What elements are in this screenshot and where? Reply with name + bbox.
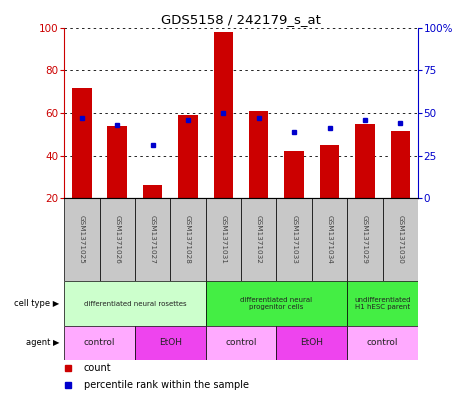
Bar bbox=[64, 326, 135, 360]
Bar bbox=[107, 126, 127, 198]
Bar bbox=[72, 88, 92, 198]
Bar bbox=[143, 185, 162, 198]
Bar bbox=[214, 32, 233, 198]
Text: EtOH: EtOH bbox=[159, 338, 182, 347]
Bar bbox=[383, 198, 418, 281]
Text: differentiated neural
progenitor cells: differentiated neural progenitor cells bbox=[240, 297, 313, 310]
Text: GSM1371026: GSM1371026 bbox=[114, 215, 120, 264]
Bar bbox=[178, 115, 198, 198]
Bar bbox=[285, 151, 304, 198]
Bar bbox=[135, 326, 206, 360]
Bar bbox=[170, 198, 206, 281]
Text: count: count bbox=[84, 363, 111, 373]
Text: differentiated neural rosettes: differentiated neural rosettes bbox=[84, 301, 186, 307]
Bar bbox=[206, 281, 347, 326]
Bar bbox=[320, 145, 339, 198]
Text: GSM1371029: GSM1371029 bbox=[362, 215, 368, 264]
Title: GDS5158 / 242179_s_at: GDS5158 / 242179_s_at bbox=[161, 13, 321, 26]
Text: EtOH: EtOH bbox=[300, 338, 323, 347]
Bar bbox=[347, 198, 383, 281]
Bar bbox=[64, 281, 206, 326]
Text: GSM1371033: GSM1371033 bbox=[291, 215, 297, 264]
Bar bbox=[241, 198, 276, 281]
Text: GSM1371025: GSM1371025 bbox=[79, 215, 85, 264]
Bar bbox=[347, 326, 418, 360]
Bar bbox=[276, 198, 312, 281]
Text: cell type ▶: cell type ▶ bbox=[14, 299, 59, 308]
Bar bbox=[64, 198, 100, 281]
Text: GSM1371027: GSM1371027 bbox=[150, 215, 156, 264]
Bar bbox=[99, 198, 135, 281]
Text: undifferentiated
H1 hESC parent: undifferentiated H1 hESC parent bbox=[354, 297, 411, 310]
Text: GSM1371032: GSM1371032 bbox=[256, 215, 262, 264]
Bar bbox=[249, 111, 268, 198]
Text: control: control bbox=[84, 338, 115, 347]
Bar bbox=[206, 326, 276, 360]
Bar bbox=[276, 326, 347, 360]
Text: GSM1371028: GSM1371028 bbox=[185, 215, 191, 264]
Bar bbox=[347, 281, 418, 326]
Text: GSM1371031: GSM1371031 bbox=[220, 215, 227, 264]
Text: GSM1371030: GSM1371030 bbox=[397, 215, 403, 264]
Bar bbox=[390, 131, 410, 198]
Text: GSM1371034: GSM1371034 bbox=[326, 215, 332, 264]
Text: percentile rank within the sample: percentile rank within the sample bbox=[84, 380, 248, 389]
Text: agent ▶: agent ▶ bbox=[26, 338, 59, 347]
Bar bbox=[355, 124, 375, 198]
Bar bbox=[135, 198, 171, 281]
Bar bbox=[312, 198, 347, 281]
Text: control: control bbox=[367, 338, 399, 347]
Bar bbox=[206, 198, 241, 281]
Text: control: control bbox=[225, 338, 257, 347]
